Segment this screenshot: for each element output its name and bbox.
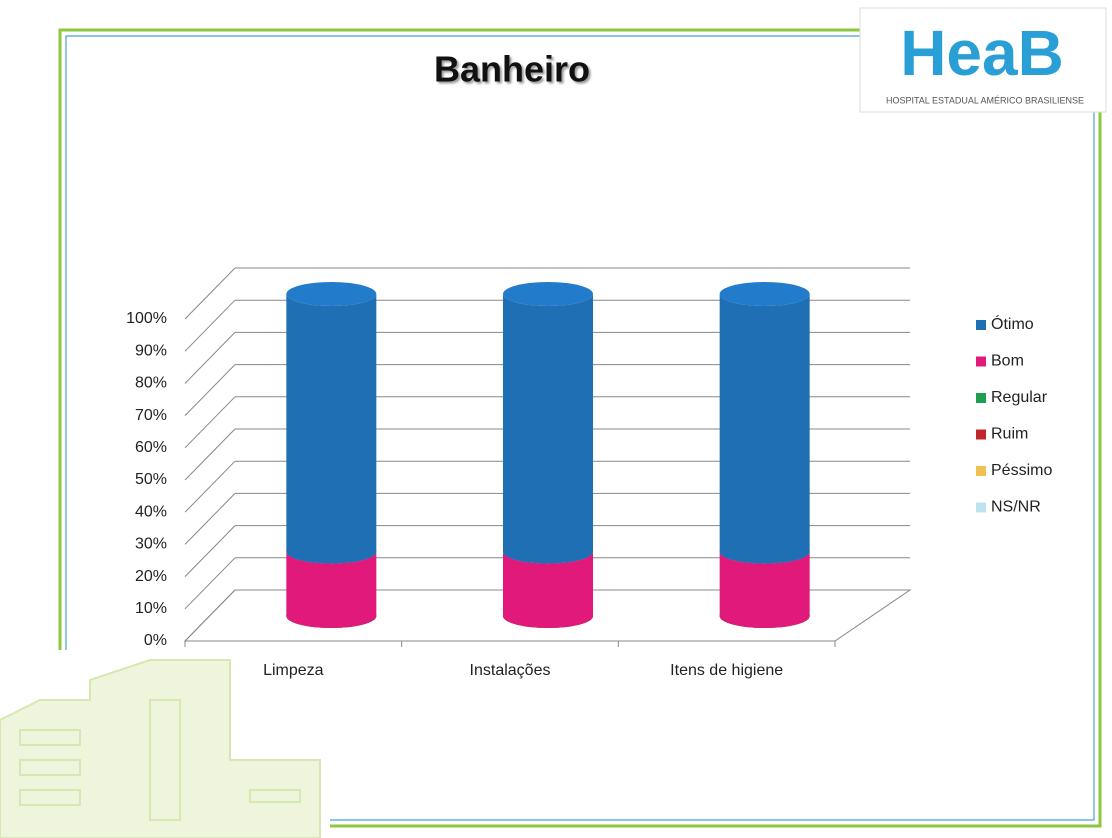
y-tick-label: 70% bbox=[135, 407, 167, 424]
legend-swatch bbox=[976, 320, 986, 330]
grid-line-side bbox=[184, 332, 236, 384]
y-tick-label: 0% bbox=[144, 632, 167, 649]
grid-line-side bbox=[184, 493, 236, 545]
cylinder-cap bbox=[286, 282, 377, 306]
x-tick-label: Instalações bbox=[470, 662, 551, 679]
grid-line-side bbox=[184, 557, 236, 610]
legend-label: Péssimo bbox=[991, 462, 1052, 479]
building-watermark bbox=[0, 659, 321, 838]
y-tick-label: 30% bbox=[135, 536, 167, 553]
y-tick-label: 40% bbox=[135, 503, 167, 520]
legend-label: Bom bbox=[991, 353, 1024, 370]
y-tick-label: 50% bbox=[135, 471, 167, 488]
legend-swatch bbox=[976, 429, 986, 440]
cylinder-segment bbox=[503, 551, 593, 628]
cylinder-segment bbox=[503, 294, 593, 564]
chart-title: Banheiro bbox=[434, 49, 590, 90]
x-tick-label: Limpeza bbox=[263, 662, 324, 679]
grid-line-side bbox=[184, 267, 236, 320]
logo-box bbox=[859, 7, 1107, 113]
logo: HeaB HOSPITAL ESTADUAL AMÉRICO BRASILIEN… bbox=[859, 7, 1107, 113]
cylinder-segment bbox=[286, 294, 377, 564]
legend-swatch bbox=[976, 356, 986, 367]
x-tick-label: Itens de higiene bbox=[670, 662, 783, 679]
legend-label: Regular bbox=[991, 389, 1048, 406]
y-tick-label: 80% bbox=[135, 375, 167, 392]
y-tick-label: 60% bbox=[135, 439, 167, 456]
cylinder-cap bbox=[719, 282, 810, 306]
grid-line-side bbox=[184, 460, 236, 513]
y-tick-label: 20% bbox=[135, 568, 167, 585]
logo-name: HeaB bbox=[900, 17, 1064, 89]
cylinder-segment bbox=[286, 551, 377, 628]
cylinder-segment bbox=[719, 294, 810, 564]
legend-swatch bbox=[976, 466, 986, 476]
grid-line-side bbox=[184, 299, 236, 352]
y-tick-label: 90% bbox=[135, 342, 167, 359]
legend-label: Ruim bbox=[991, 426, 1028, 443]
grid-line-side bbox=[184, 525, 236, 577]
cylinder-segment bbox=[719, 551, 810, 628]
y-tick-label: 100% bbox=[126, 310, 167, 327]
legend-label: Ótimo bbox=[991, 314, 1034, 333]
y-tick-label: 10% bbox=[135, 600, 167, 617]
grid-line-side bbox=[184, 589, 236, 642]
grid-line-side bbox=[184, 364, 236, 416]
logo-subtitle: HOSPITAL ESTADUAL AMÉRICO BRASILIENSE bbox=[886, 95, 1084, 105]
legend-swatch bbox=[976, 393, 986, 403]
grid-line-side bbox=[184, 396, 236, 449]
grid-line-side bbox=[184, 428, 236, 481]
legend-swatch bbox=[976, 502, 986, 513]
cylinder-cap bbox=[503, 282, 593, 306]
legend-label: NS/NR bbox=[991, 499, 1041, 516]
